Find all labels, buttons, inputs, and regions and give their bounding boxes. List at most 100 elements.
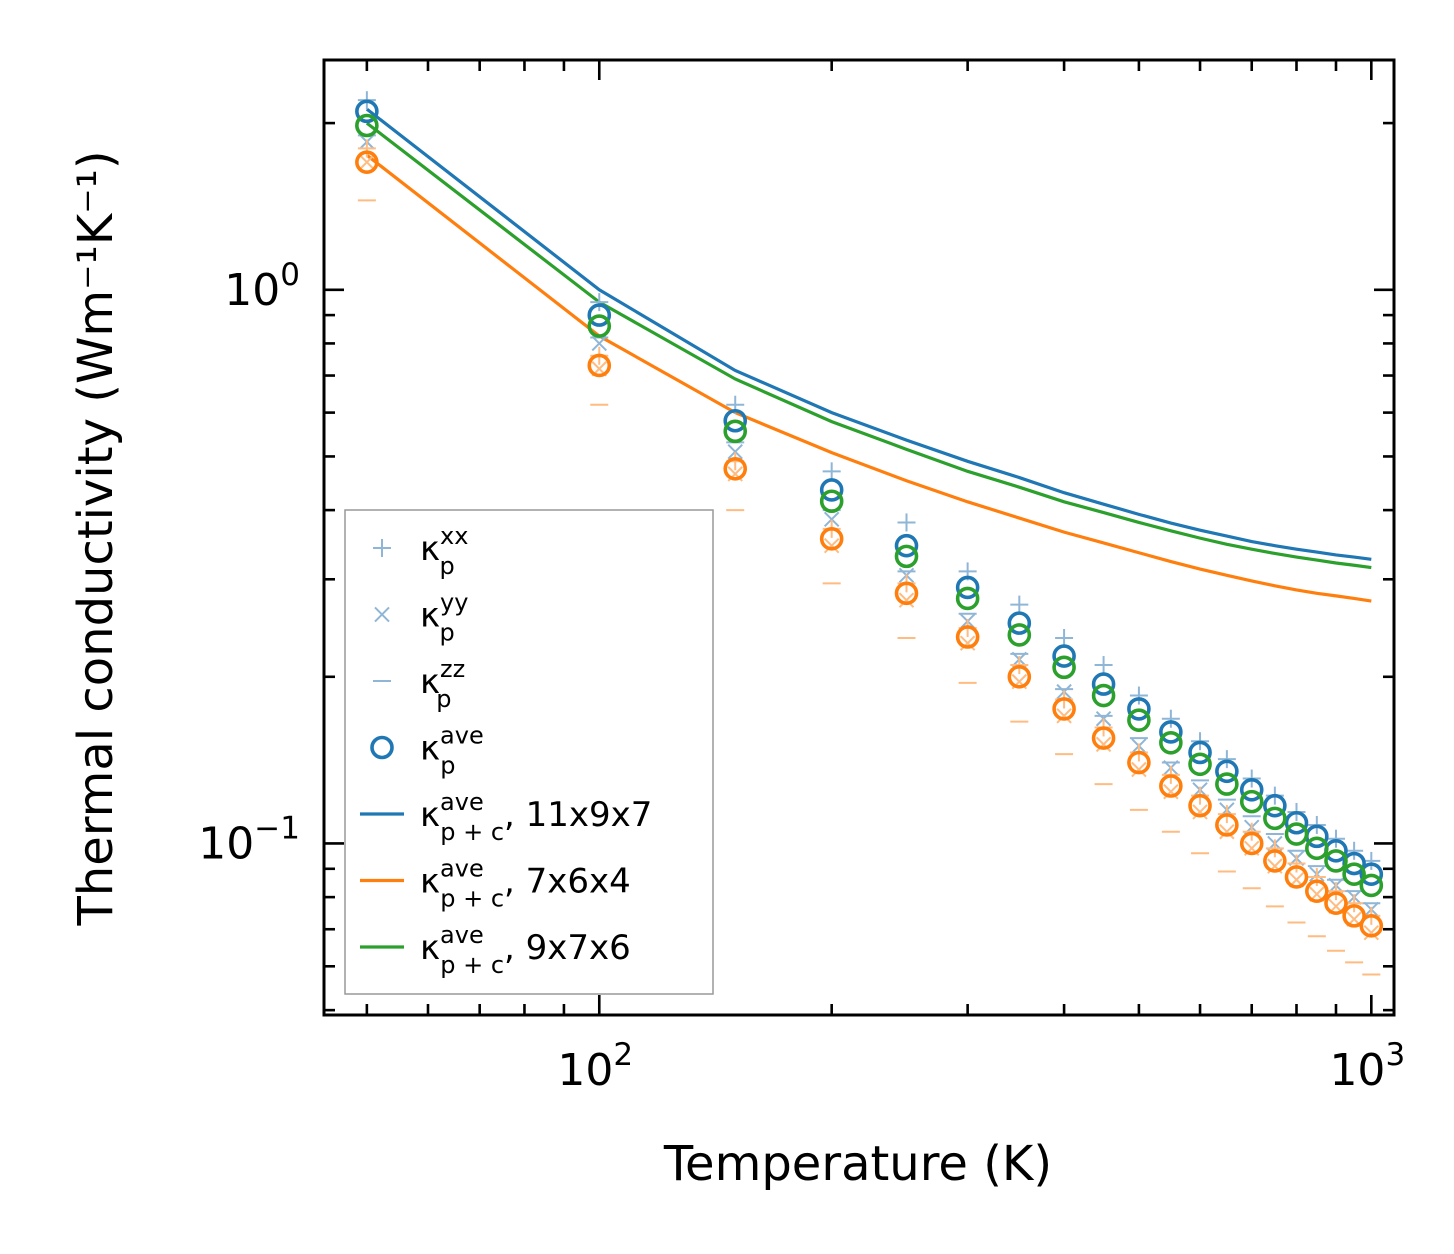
data-point bbox=[1159, 774, 1183, 798]
data-point bbox=[355, 150, 379, 174]
legend: κxx p κyy p κzz p κave p κave p + c, 11x9x7 κave p … bbox=[344, 509, 714, 995]
x-tick-label: 102 bbox=[557, 1037, 633, 1096]
plot-frame bbox=[322, 58, 1396, 1017]
series-line-2 bbox=[365, 153, 1372, 603]
point-series-7 bbox=[355, 113, 1384, 898]
data-point bbox=[823, 511, 840, 528]
data-point bbox=[897, 513, 916, 532]
data-point bbox=[1215, 813, 1239, 837]
point-series-0 bbox=[357, 91, 1381, 870]
data-point bbox=[1055, 629, 1074, 648]
data-point bbox=[1052, 655, 1076, 680]
data-point bbox=[955, 625, 980, 649]
data-point bbox=[1284, 810, 1309, 835]
data-point bbox=[587, 314, 612, 338]
data-point bbox=[1215, 772, 1239, 796]
data-point bbox=[1091, 672, 1116, 696]
data-point bbox=[1052, 697, 1076, 721]
data-point bbox=[898, 592, 915, 608]
data-point bbox=[819, 478, 844, 502]
data-point bbox=[1363, 924, 1380, 941]
data-point bbox=[1159, 730, 1183, 755]
legend-entry: κxx p bbox=[373, 522, 468, 580]
data-point bbox=[1326, 829, 1345, 848]
data-point bbox=[1305, 879, 1329, 903]
data-point bbox=[1342, 904, 1366, 928]
axis-ticks bbox=[324, 60, 1394, 1015]
data-point bbox=[1127, 708, 1151, 732]
series-line-0 bbox=[365, 107, 1372, 561]
data-point bbox=[723, 419, 748, 444]
y-tick-label: 100 bbox=[224, 257, 300, 316]
data-point bbox=[959, 635, 976, 651]
data-point bbox=[587, 303, 612, 327]
legend-handle bbox=[373, 539, 391, 557]
data-point bbox=[591, 335, 607, 352]
data-point bbox=[723, 456, 748, 481]
data-point bbox=[1052, 644, 1076, 668]
data-point bbox=[955, 586, 980, 611]
data-point bbox=[1287, 854, 1306, 873]
legend-handle bbox=[370, 735, 394, 760]
legend-entry: κave p + c, 11x9x7 bbox=[360, 788, 652, 846]
data-point bbox=[894, 544, 919, 569]
y-axis-label: Thermal conductivity (Wm⁻¹K⁻¹) bbox=[68, 150, 124, 926]
legend-label: κave p + c, 7x6x4 bbox=[420, 855, 631, 913]
data-point bbox=[1056, 708, 1072, 724]
point-series-8 bbox=[355, 150, 1384, 938]
data-point bbox=[1359, 862, 1384, 887]
data-point bbox=[1217, 750, 1236, 769]
x-axis-label: Temperature (K) bbox=[663, 1136, 1052, 1192]
legend-label: κave p + c, 9x7x6 bbox=[420, 921, 631, 979]
data-point bbox=[1239, 789, 1264, 814]
data-point bbox=[1188, 793, 1212, 818]
data-point bbox=[1263, 806, 1287, 831]
data-point bbox=[1324, 849, 1348, 873]
legend-entry: κave p + c, 7x6x4 bbox=[360, 855, 631, 913]
data-point bbox=[1342, 862, 1366, 887]
data-point bbox=[587, 353, 612, 378]
data-point bbox=[1192, 804, 1208, 820]
data-point bbox=[1127, 750, 1151, 775]
data-point bbox=[1010, 595, 1029, 614]
series-line-1 bbox=[365, 121, 1372, 570]
data-point bbox=[955, 575, 980, 600]
data-point bbox=[1359, 873, 1384, 898]
legend-box bbox=[344, 509, 714, 995]
y-tick-label: 10−1 bbox=[198, 810, 300, 869]
data-point bbox=[819, 489, 844, 514]
data-point bbox=[1091, 726, 1116, 750]
data-point bbox=[1305, 836, 1329, 861]
data-point bbox=[1263, 849, 1287, 873]
data-point bbox=[727, 443, 743, 460]
data-point bbox=[1345, 841, 1364, 860]
data-point bbox=[355, 113, 379, 138]
legend-entry: κzz p bbox=[373, 655, 465, 713]
data-point bbox=[894, 533, 919, 558]
data-point bbox=[1007, 611, 1032, 635]
data-point bbox=[1345, 894, 1364, 913]
data-point bbox=[1215, 759, 1239, 784]
data-point bbox=[1263, 793, 1287, 818]
data-point bbox=[822, 462, 841, 481]
data-point bbox=[1094, 656, 1113, 675]
legend-label: κave p bbox=[420, 722, 484, 780]
data-point bbox=[1127, 697, 1151, 721]
data-point bbox=[723, 408, 748, 433]
data-point bbox=[1159, 720, 1183, 744]
data-point bbox=[1239, 831, 1264, 856]
data-point bbox=[1359, 914, 1384, 938]
data-point bbox=[1284, 865, 1309, 889]
legend-entry: κave p bbox=[370, 722, 484, 780]
data-point bbox=[1161, 709, 1180, 728]
legend-entry: κyy p bbox=[374, 589, 468, 647]
plot-area bbox=[355, 91, 1384, 976]
axis-tick-labels: 102 103 100 10−1 bbox=[198, 257, 1405, 1096]
data-point bbox=[1326, 882, 1345, 901]
data-point bbox=[1188, 752, 1212, 777]
data-point bbox=[1095, 736, 1112, 753]
legend-entry: κave p + c, 9x7x6 bbox=[360, 921, 631, 979]
data-point bbox=[1219, 824, 1235, 840]
x-tick-label: 103 bbox=[1329, 1037, 1405, 1096]
